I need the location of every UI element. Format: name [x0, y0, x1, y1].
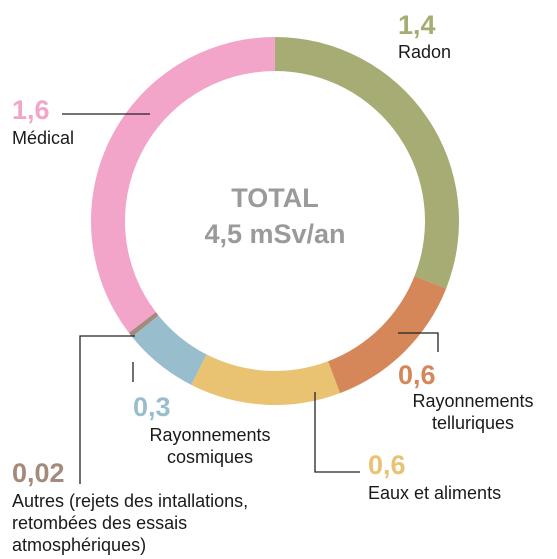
category-label: Rayonnements telluriques — [412, 391, 534, 433]
donut-slice — [328, 275, 447, 394]
donut-slice — [128, 312, 159, 337]
center-subtitle: 4,5 mSv/an — [204, 219, 345, 249]
leader-line — [398, 332, 439, 352]
category-label: Radon — [398, 42, 452, 62]
category-label: Rayonnements cosmiques — [149, 425, 271, 467]
value-label: 1,4 — [398, 10, 436, 40]
category-label: Médical — [12, 128, 75, 148]
value-label: 0,3 — [133, 392, 171, 422]
center-title: TOTAL — [231, 183, 319, 213]
leader-line — [314, 392, 360, 473]
leader-line — [79, 335, 135, 484]
leader-lines — [62, 113, 439, 484]
donut-slice — [191, 354, 341, 406]
donut-slice — [275, 37, 459, 289]
value-label: 1,6 — [12, 95, 50, 125]
donut-slice — [91, 37, 275, 333]
value-label: 0,6 — [398, 360, 436, 390]
value-label: 0,02 — [12, 458, 65, 488]
category-label: Eaux et aliments — [368, 483, 502, 503]
donut-slice — [132, 315, 207, 385]
value-label: 0,6 — [368, 450, 406, 480]
category-label: Autres (rejets des intallations, retombé… — [12, 491, 249, 555]
